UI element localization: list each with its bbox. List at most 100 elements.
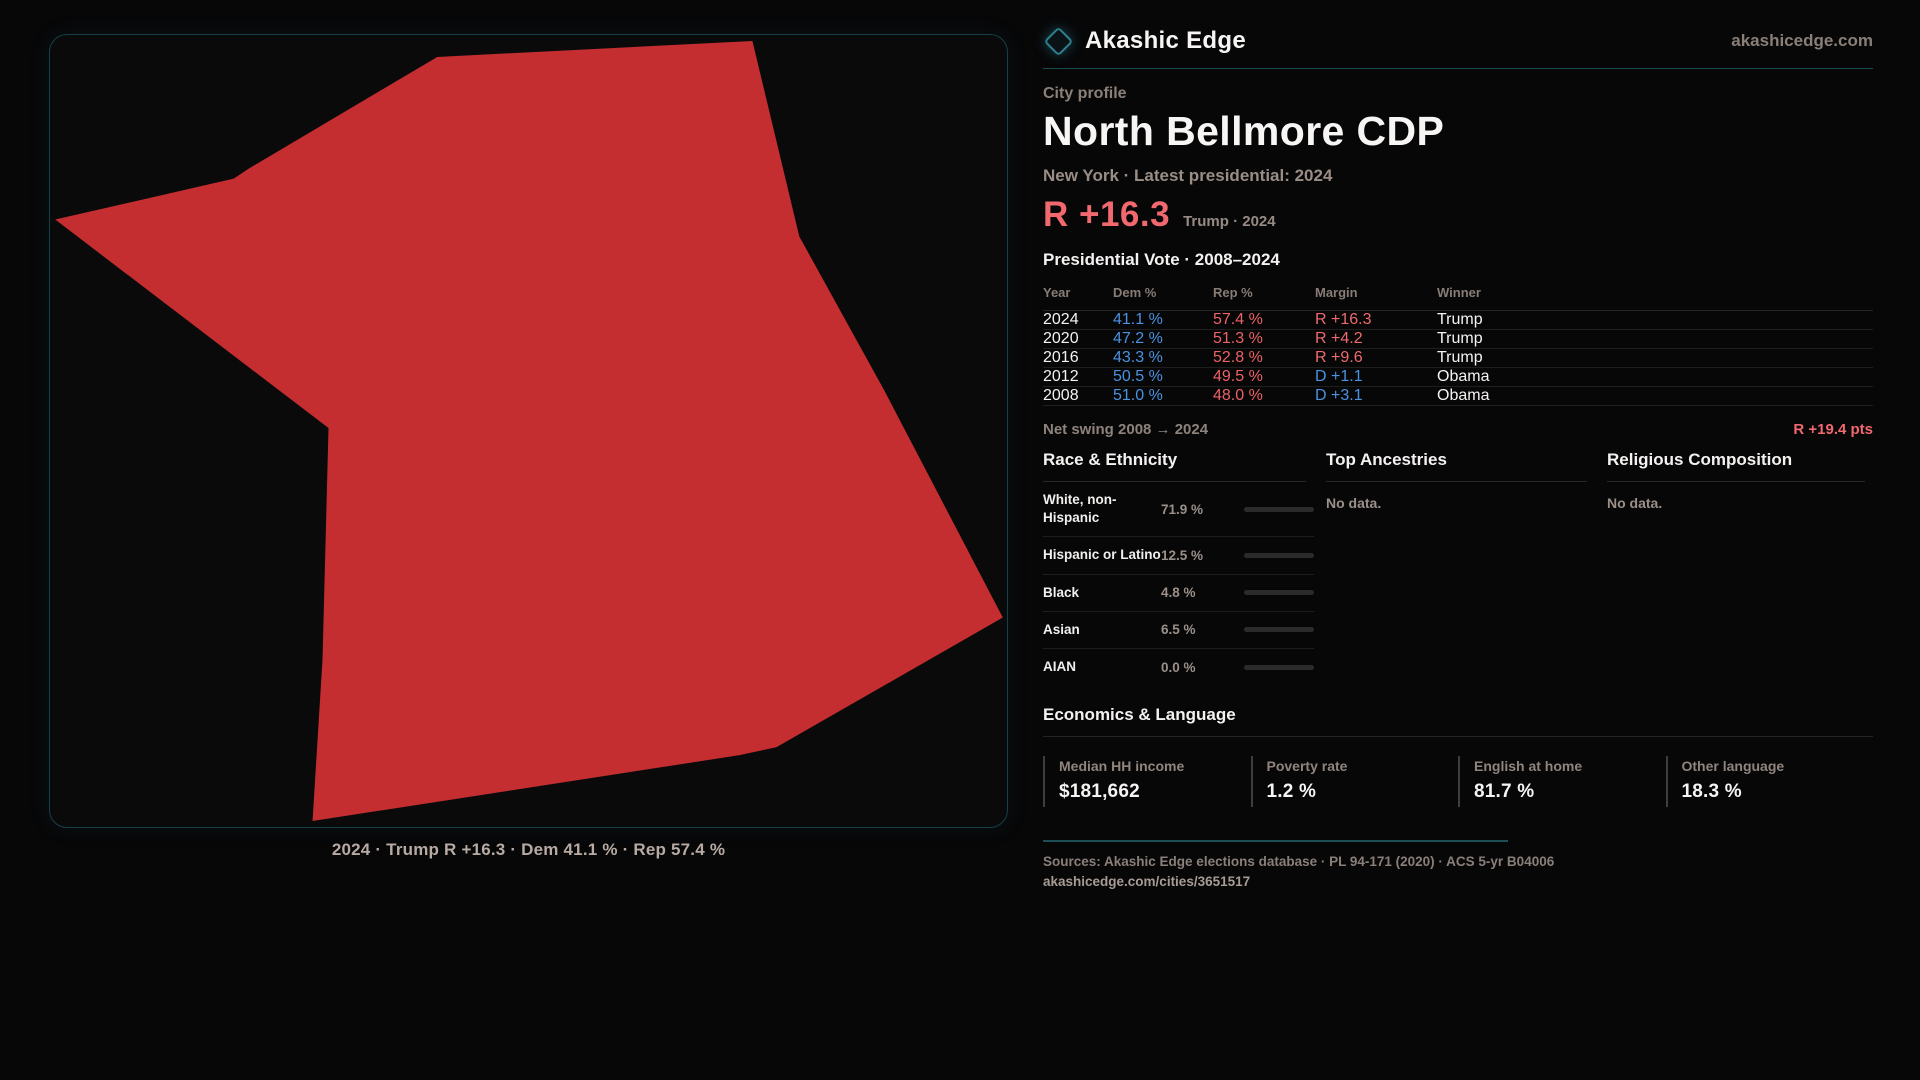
race-label: Asian	[1043, 621, 1080, 637]
header-divider	[1043, 68, 1873, 69]
ancestries-section-title: Top Ancestries	[1326, 450, 1447, 469]
table-row-winner: Obama	[1437, 368, 1873, 387]
brand-name[interactable]: Akashic Edge	[1085, 27, 1246, 54]
headline-row: R +16.3 Trump · 2024	[1043, 195, 1873, 235]
sources-text: Sources: Akashic Edge elections database…	[1043, 854, 1555, 870]
stat-value: 81.7 %	[1474, 781, 1535, 803]
city-map-panel	[49, 34, 1008, 828]
table-row-margin: R +4.2	[1315, 330, 1437, 349]
table-row-rep: 51.3 %	[1213, 330, 1315, 349]
stat-value: $181,662	[1059, 781, 1140, 803]
table-row-rep: 57.4 %	[1213, 311, 1315, 330]
stat-value: 18.3 %	[1681, 781, 1742, 803]
table-row-winner: Obama	[1437, 387, 1873, 406]
table-row-year: 2012	[1043, 368, 1113, 387]
race-section-title: Race & Ethnicity	[1043, 450, 1178, 469]
profile-panel: Akashic Edge akashicedge.com City profil…	[1043, 0, 1873, 891]
race-row: Black 4.8 %	[1043, 575, 1314, 612]
table-row-margin: R +16.3	[1315, 311, 1437, 330]
race-row: AIAN 0.0 %	[1043, 649, 1314, 685]
religion-section: Religious Composition No data.	[1607, 450, 1873, 685]
race-bar	[1244, 627, 1314, 633]
table-row-dem: 50.5 %	[1113, 368, 1213, 387]
table-row-year: 2024	[1043, 311, 1113, 330]
net-swing-value: R +19.4 pts	[1793, 421, 1873, 438]
table-row-dem: 47.2 %	[1113, 330, 1213, 349]
race-bar	[1244, 590, 1314, 596]
section-divider	[1607, 481, 1866, 482]
city-map	[55, 40, 1003, 822]
net-swing-label: Net swing 2008 → 2024	[1043, 421, 1209, 438]
stat-card: Median HH income $181,662	[1043, 756, 1251, 808]
net-swing-row: Net swing 2008 → 2024 R +19.4 pts	[1043, 406, 1873, 442]
stat-card: English at home 81.7 %	[1458, 756, 1666, 808]
table-row-margin: R +9.6	[1315, 349, 1437, 368]
table-row-margin: D +3.1	[1315, 387, 1437, 406]
col-header-rep: Rep %	[1213, 279, 1315, 311]
table-row-year: 2008	[1043, 387, 1113, 406]
race-value: 71.9 %	[1161, 501, 1204, 517]
stat-card: Poverty rate 1.2 %	[1250, 756, 1459, 808]
demographics-columns: Race & Ethnicity White, non-Hispanic 71.…	[1043, 450, 1873, 685]
table-row-dem: 41.1 %	[1113, 311, 1213, 330]
race-row: Hispanic or Latino 12.5 %	[1043, 537, 1314, 575]
table-row-year: 2016	[1043, 349, 1113, 368]
economics-section-title: Economics & Language	[1043, 705, 1236, 725]
city-boundary-shape	[55, 40, 1003, 822]
section-divider	[1043, 736, 1873, 738]
profile-subtitle: New York · Latest presidential: 2024	[1043, 166, 1333, 185]
stat-label: English at home	[1474, 758, 1583, 775]
race-row: White, non-Hispanic 71.9 %	[1043, 482, 1314, 538]
ancestries-empty-state: No data.	[1326, 495, 1382, 511]
race-label: White, non-Hispanic	[1043, 492, 1117, 526]
sources-divider	[1043, 840, 1508, 843]
vote-table-title: Presidential Vote · 2008–2024	[1043, 250, 1280, 269]
race-value: 4.8 %	[1161, 585, 1196, 601]
city-permalink[interactable]: akashicedge.com/cities/3651517	[1043, 874, 1251, 890]
race-value: 0.0 %	[1161, 659, 1196, 675]
profile-kicker: City profile	[1043, 85, 1127, 102]
race-row: Asian 6.5 %	[1043, 612, 1314, 650]
table-row-winner: Trump	[1437, 311, 1873, 330]
section-divider	[1326, 481, 1587, 482]
race-label: Hispanic or Latino	[1043, 547, 1161, 563]
table-row-rep: 52.8 %	[1213, 349, 1315, 368]
race-value: 12.5 %	[1161, 548, 1204, 564]
stat-card: Other language 18.3 %	[1665, 756, 1874, 808]
presidential-vote-table: Year Dem % Rep % Margin Winner 2024 41.1…	[1043, 279, 1873, 406]
table-row-year: 2020	[1043, 330, 1113, 349]
brand-domain-link[interactable]: akashicedge.com	[1731, 31, 1873, 50]
page-title: North Bellmore CDP	[1043, 108, 1445, 154]
table-row-dem: 43.3 %	[1113, 349, 1213, 368]
col-header-year: Year	[1043, 279, 1113, 311]
race-bar	[1244, 506, 1314, 512]
race-label: Black	[1043, 584, 1080, 600]
stat-label: Other language	[1681, 758, 1785, 775]
col-header-dem: Dem %	[1113, 279, 1213, 311]
race-bar	[1244, 553, 1314, 559]
stat-label: Median HH income	[1059, 758, 1185, 775]
table-row-rep: 48.0 %	[1213, 387, 1315, 406]
col-header-winner: Winner	[1437, 279, 1873, 311]
race-bar	[1244, 664, 1314, 670]
race-ethnicity-section: Race & Ethnicity White, non-Hispanic 71.…	[1043, 450, 1314, 685]
race-value: 6.5 %	[1161, 622, 1196, 638]
table-row-winner: Trump	[1437, 349, 1873, 368]
table-row-margin: D +1.1	[1315, 368, 1437, 387]
stat-value: 1.2 %	[1266, 781, 1317, 803]
religion-section-title: Religious Composition	[1607, 450, 1793, 469]
table-row-rep: 49.5 %	[1213, 368, 1315, 387]
col-header-margin: Margin	[1315, 279, 1437, 311]
economics-stats: Median HH income $181,662 Poverty rate 1…	[1043, 756, 1874, 808]
top-ancestries-section: Top Ancestries No data.	[1326, 450, 1595, 685]
religion-empty-state: No data.	[1607, 495, 1663, 511]
headline-margin: R +16.3	[1043, 195, 1171, 234]
diamond-logo-icon	[1043, 26, 1074, 56]
table-row-winner: Trump	[1437, 330, 1873, 349]
brand-header: Akashic Edge akashicedge.com	[1043, 26, 1873, 56]
section-divider	[1043, 481, 1306, 482]
race-label: AIAN	[1043, 659, 1076, 675]
stat-label: Poverty rate	[1266, 758, 1348, 775]
headline-context: Trump · 2024	[1183, 213, 1276, 230]
table-row-dem: 51.0 %	[1113, 387, 1213, 406]
